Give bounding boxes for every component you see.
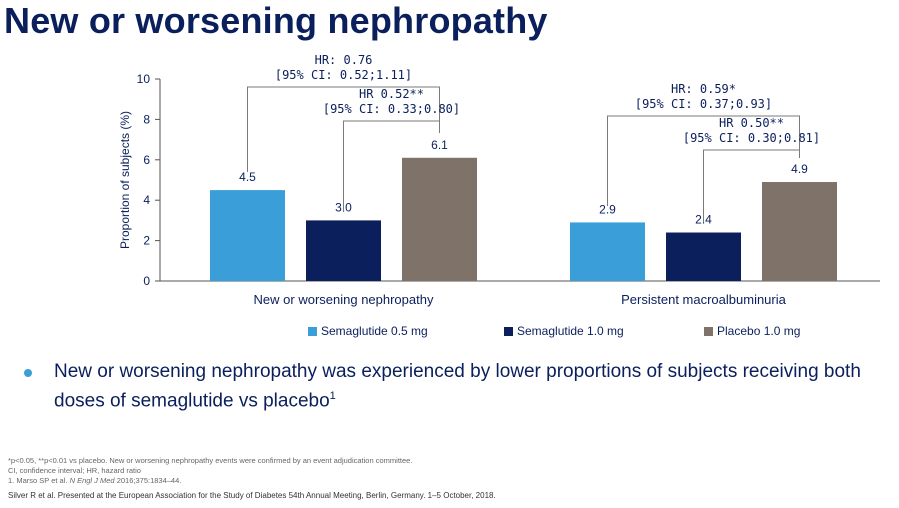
hr-ci-label: [95% CI: 0.37;0.93] — [635, 97, 772, 111]
footnote-ref-prefix: 1. Marso SP et al. — [8, 476, 68, 485]
y-tick-label: 10 — [137, 72, 151, 86]
legend-label: Semaglutide 0.5 mg — [321, 324, 428, 338]
legend-swatch — [704, 327, 713, 336]
bar — [762, 182, 837, 281]
y-tick-label: 2 — [143, 234, 150, 248]
hr-ci-label: [95% CI: 0.52;1.11] — [275, 68, 412, 82]
legend-label: Semaglutide 1.0 mg — [517, 324, 624, 338]
bar-value-label: 4.5 — [239, 170, 256, 184]
bullet-dot-icon — [24, 369, 32, 377]
bar — [570, 222, 645, 281]
x-category-label: New or worsening nephropathy — [254, 292, 434, 307]
hr-ci-label: [95% CI: 0.33;0.80] — [323, 102, 460, 116]
y-axis-label: Proportion of subjects (%) — [118, 111, 132, 249]
legend-item: Semaglutide 1.0 mg — [504, 324, 624, 338]
hr-bracket — [247, 86, 440, 172]
bar-value-label: 2.9 — [599, 202, 616, 216]
footnote-ref-journal: N Engl J Med — [69, 476, 115, 485]
bar — [210, 190, 285, 281]
hr-bracket — [343, 120, 440, 212]
bar — [306, 220, 381, 281]
footnote-citation: Silver R et al. Presented at the Europea… — [8, 491, 496, 500]
legend-swatch — [308, 327, 317, 336]
bar-value-label: 6.1 — [431, 138, 448, 152]
legend-label: Placebo 1.0 mg — [717, 324, 801, 338]
legend-item: Placebo 1.0 mg — [704, 324, 800, 338]
legend-swatch — [504, 327, 513, 336]
hr-label: HR 0.52** — [359, 87, 424, 101]
y-tick-label: 6 — [143, 153, 150, 167]
legend-item: Semaglutide 0.5 mg — [308, 324, 428, 338]
hr-label: HR 0.50** — [719, 116, 784, 130]
hr-ci-label: [95% CI: 0.30;0.81] — [683, 131, 820, 145]
hr-bracket — [703, 149, 800, 222]
y-tick-label: 8 — [143, 112, 150, 126]
bullet-reference: 1 — [329, 390, 336, 402]
y-tick-label: 4 — [143, 193, 150, 207]
bullet-text: New or worsening nephropathy was experie… — [54, 361, 861, 412]
hr-label: HR: 0.76 — [315, 53, 373, 67]
hr-bracket — [607, 115, 800, 206]
hr-label: HR: 0.59* — [671, 82, 736, 96]
x-category-label: Persistent macroalbuminuria — [621, 292, 787, 307]
footnote-reference: 1. Marso SP et al. N Engl J Med 2016;375… — [8, 476, 181, 485]
page-title: New or worsening nephropathy — [4, 0, 548, 41]
bar — [402, 157, 477, 281]
footnote-significance: *p<0.05, **p<0.01 vs placebo. New or wor… — [8, 456, 413, 465]
bar-value-label: 4.9 — [791, 162, 808, 176]
footnote-ref-suffix: 2016;375:1834–44. — [116, 476, 182, 485]
footnote-abbreviations: CI, confidence interval; HR, hazard rati… — [8, 466, 141, 475]
y-tick-label: 0 — [143, 274, 150, 288]
bar — [666, 232, 741, 281]
